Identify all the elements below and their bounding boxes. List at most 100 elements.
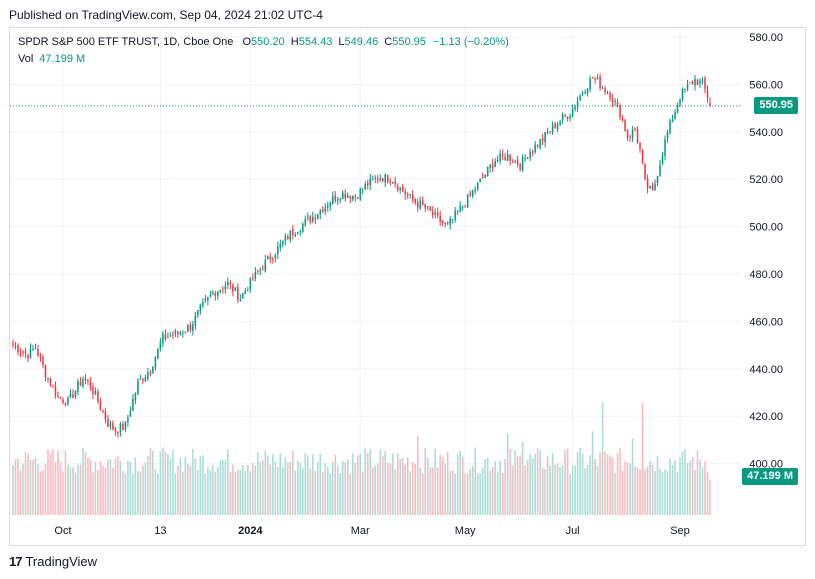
candle [174, 330, 177, 335]
candle [479, 178, 481, 183]
candle [511, 162, 514, 164]
candle [499, 153, 501, 161]
volume-value: 47.199 M [39, 53, 86, 65]
volume-bar [42, 470, 44, 515]
candle [177, 331, 179, 334]
candle [664, 139, 666, 157]
candle [92, 386, 94, 395]
x-tick-label: 2024 [238, 525, 263, 537]
candle [204, 299, 207, 301]
volume-bar [64, 450, 67, 515]
candle [227, 281, 229, 286]
chart-frame[interactable] [9, 27, 806, 546]
volume-bar [371, 467, 374, 515]
candle [24, 351, 27, 353]
candle [22, 351, 24, 353]
volume-bar [439, 454, 441, 515]
candle [589, 78, 591, 90]
candle [654, 183, 656, 191]
volume-bar [19, 470, 22, 515]
candle [431, 211, 434, 216]
candle [639, 142, 641, 150]
volume-bar [599, 452, 601, 515]
candle [284, 235, 287, 241]
candle [217, 291, 219, 296]
volume-bar [172, 449, 174, 515]
candle [419, 200, 421, 209]
volume-bar [534, 453, 536, 515]
candle [569, 116, 571, 119]
volume-bar [584, 468, 586, 515]
chart-legend: SPDR S&P 500 ETF TRUST, 1D, Cboe One O55… [18, 36, 509, 48]
volume-bar [112, 468, 114, 515]
volume-bar [616, 453, 619, 515]
candle [346, 195, 349, 198]
candle [197, 310, 199, 315]
legend-symbol[interactable]: SPDR S&P 500 ETF TRUST, 1D, Cboe One [18, 36, 234, 48]
volume-bar [526, 460, 529, 515]
candle [646, 178, 649, 189]
candle [274, 254, 277, 259]
candle [62, 399, 64, 403]
candle [302, 223, 304, 232]
volume-bar [117, 456, 119, 515]
volume-bar [676, 471, 679, 515]
candle [689, 82, 691, 84]
volume-bar [119, 460, 122, 515]
candle [187, 325, 189, 332]
volume-bar [591, 431, 594, 515]
volume-bar [122, 471, 124, 515]
candle [386, 175, 389, 183]
volume-bar [611, 458, 614, 515]
footer-brand[interactable]: TradingView [25, 554, 98, 569]
volume-bar [501, 472, 504, 515]
candle [376, 178, 379, 181]
candle [674, 111, 676, 119]
legend-open-label: O [242, 36, 252, 48]
candle [287, 236, 289, 240]
candle [444, 222, 446, 224]
candle [611, 99, 614, 103]
candle [581, 93, 584, 95]
volume-bar [57, 451, 59, 515]
volume-bar [469, 468, 471, 515]
volume-bar [207, 467, 209, 515]
volume-bar [27, 454, 29, 515]
volume-bar [74, 472, 77, 515]
volume-bar [491, 467, 494, 515]
volume-bar [127, 460, 129, 515]
candle [334, 194, 337, 201]
candle [489, 165, 491, 168]
candle [624, 120, 626, 131]
volume-bar [62, 471, 64, 515]
y-tick-label: 400.00 [749, 459, 783, 471]
volume-bar [406, 457, 409, 515]
candle [399, 187, 401, 190]
volume-bar [326, 466, 329, 515]
volume-bar [544, 469, 546, 515]
candle [681, 88, 684, 100]
candle [39, 357, 42, 359]
volume-bar [349, 473, 352, 515]
tradingview-logo-icon[interactable]: 17 [9, 554, 23, 569]
volume-bar [12, 464, 14, 515]
volume-bar [269, 464, 272, 515]
volume-bar [686, 463, 689, 515]
volume-bar [541, 467, 544, 515]
volume-bar [339, 472, 342, 515]
candle [331, 196, 334, 204]
volume-bar [194, 458, 197, 515]
candle [671, 119, 674, 123]
volume-bar [521, 441, 524, 515]
volume-bar [606, 454, 609, 515]
x-tick-label: Oct [54, 525, 71, 537]
volume-bar [139, 471, 142, 515]
candle [247, 290, 249, 292]
candle [464, 206, 466, 208]
volume-bar [514, 450, 516, 515]
volume-bar [674, 460, 676, 515]
candle [279, 243, 282, 248]
candle [322, 209, 324, 212]
volume-bar [589, 455, 591, 515]
